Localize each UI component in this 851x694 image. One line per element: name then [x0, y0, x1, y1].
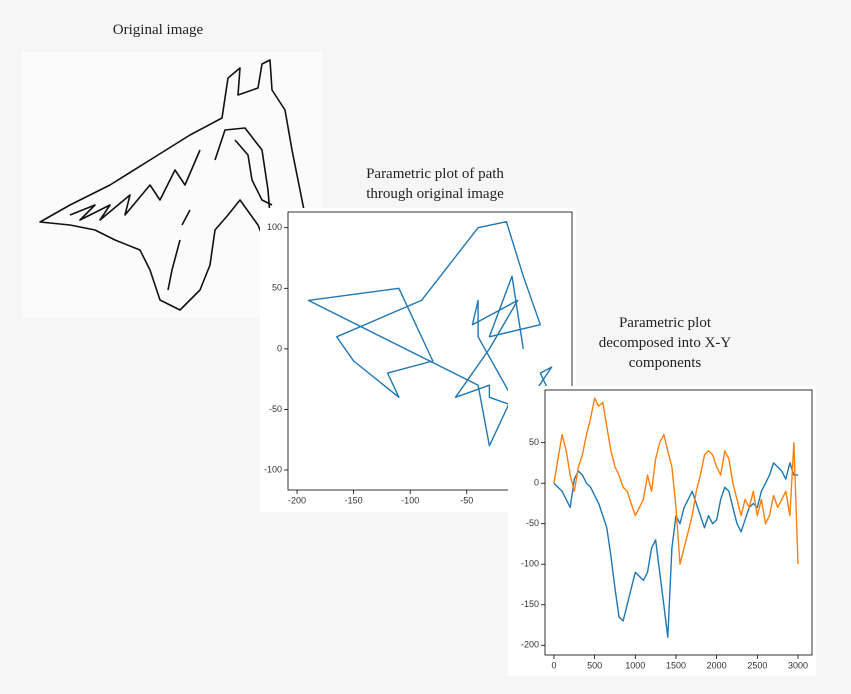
x-tick-label: 1000	[625, 660, 645, 670]
x-tick-label: 2000	[707, 660, 727, 670]
caption: Original image	[113, 22, 204, 38]
y-tick-label: -50	[269, 404, 282, 414]
x-tick-label: -100	[401, 495, 419, 505]
data-line	[553, 397, 799, 565]
y-tick-label: 50	[529, 437, 539, 447]
caption: through original image	[366, 186, 504, 202]
y-tick-label: -100	[521, 559, 539, 569]
y-tick-label: 0	[534, 478, 539, 488]
x-tick-label: -200	[288, 495, 306, 505]
horse-image	[22, 52, 322, 318]
caption: components	[629, 355, 702, 371]
axes-frame	[287, 211, 573, 491]
y-tick-label: -150	[521, 599, 539, 609]
x-tick-label: 500	[587, 660, 602, 670]
x-tick-label: -50	[460, 495, 473, 505]
x-tick-label: 0	[551, 660, 556, 670]
xy-components-plot: 0 500 1000 1500 2000 2500 3000 -200 -150 -100 -50 0…	[508, 386, 816, 676]
y-tick-label: 100	[267, 222, 282, 232]
caption: Parametric plot	[619, 315, 712, 331]
y-tick-label: 0	[277, 343, 282, 353]
x-tick-label: 1500	[666, 660, 686, 670]
caption: decomposed into X-Y	[599, 335, 732, 351]
y-tick-label: 50	[272, 283, 282, 293]
y-tick-label: -100	[264, 464, 282, 474]
data-line	[307, 221, 553, 471]
axes-frame	[544, 389, 813, 656]
x-tick-label: 2500	[747, 660, 767, 670]
caption: Parametric plot of path	[366, 166, 504, 182]
y-tick-label: -200	[521, 640, 539, 650]
y-tick-label: -50	[526, 518, 539, 528]
x-tick-label: -150	[345, 495, 363, 505]
x-tick-label: 3000	[788, 660, 808, 670]
